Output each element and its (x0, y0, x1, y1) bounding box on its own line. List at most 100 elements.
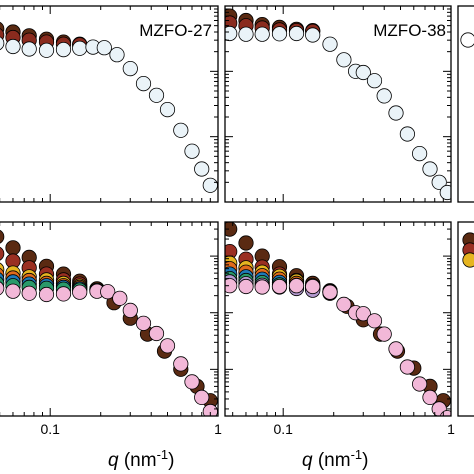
data-point (148, 87, 165, 103)
data-point (173, 122, 189, 138)
x-axis-close: ) (362, 450, 368, 471)
panel-label-mzfo-38: MZFO-38 (373, 21, 446, 40)
data-point (305, 278, 321, 295)
data-point (366, 73, 383, 89)
data-point (135, 315, 152, 331)
data-point (5, 283, 21, 299)
data-point (72, 40, 88, 56)
x-axis-exp: -1 (157, 447, 169, 462)
data-point (271, 26, 288, 42)
data-point (254, 26, 270, 42)
data-point (202, 177, 218, 193)
data-point (72, 284, 88, 300)
data-point (322, 284, 338, 300)
data-point (355, 64, 371, 81)
data-point (376, 88, 392, 104)
data-point (122, 60, 138, 77)
data-point (159, 102, 176, 118)
data-point (305, 27, 321, 43)
x-tick-label: 0.1 (273, 421, 293, 437)
data-point (399, 126, 415, 142)
data-point (225, 222, 238, 237)
panel-bottom-right: 0.1 1 (224, 221, 455, 437)
data-point (336, 296, 352, 312)
data-point (355, 306, 371, 322)
data-point (411, 146, 428, 162)
data-point (100, 284, 116, 300)
data-point (148, 325, 165, 342)
x-axis-unit: (nm (313, 450, 351, 471)
right-edge-frame-top (457, 5, 474, 203)
data-point (135, 76, 152, 92)
data-point (55, 286, 72, 302)
data-point (460, 32, 474, 48)
markers-bottom-middle (0, 229, 218, 416)
data-point (38, 286, 55, 303)
panel-top-right (224, 5, 452, 203)
data-point (184, 143, 200, 159)
data-point (431, 174, 447, 190)
data-point (194, 161, 210, 177)
data-point (322, 36, 338, 52)
x-tick-label: 0.1 (40, 421, 60, 437)
panel-top-middle (0, 5, 219, 203)
data-point (0, 229, 5, 244)
data-point (225, 25, 238, 42)
panel-frame (224, 5, 452, 203)
data-point (288, 25, 305, 42)
data-point (0, 36, 5, 51)
data-point (388, 105, 404, 121)
data-point (271, 278, 288, 295)
chart-panels: 0.1 1 0.1 1 (0, 5, 474, 437)
data-point (288, 278, 305, 294)
data-point (462, 252, 474, 268)
data-point (109, 47, 125, 63)
x-axis-label-right: q (nm-1) (302, 447, 368, 471)
x-axis-exp: -1 (351, 447, 363, 462)
data-point (159, 338, 176, 354)
data-point (5, 240, 21, 256)
panel-bottom-middle: 0.1 1 (0, 221, 222, 437)
data-point (336, 52, 352, 68)
data-point (238, 235, 254, 251)
data-point (376, 326, 392, 342)
data-point (0, 246, 5, 261)
data-point (184, 374, 200, 390)
data-point (225, 278, 238, 294)
data-point (55, 41, 72, 58)
x-axis-label-left: q (nm-1) (108, 447, 174, 471)
right-edge-frame-bottom (457, 221, 474, 417)
panel-label-mzfo-27: MZFO-27 (139, 21, 212, 40)
markers-top-right (225, 8, 451, 201)
data-point (422, 389, 438, 405)
panel-frame (224, 221, 452, 417)
x-axis-var: q (108, 450, 119, 471)
panel-frame (0, 5, 219, 203)
data-point (96, 40, 112, 56)
markers-bottom-right (225, 222, 451, 416)
data-point (21, 285, 37, 301)
x-tick-label: 1 (214, 421, 222, 437)
data-point (112, 290, 128, 306)
data-point (0, 281, 5, 296)
data-point (21, 41, 37, 57)
x-tick-label: 1 (447, 421, 455, 437)
data-point (366, 313, 383, 329)
data-point (122, 302, 138, 318)
panel-frame (0, 221, 219, 417)
data-point (38, 42, 55, 58)
data-point (173, 356, 189, 372)
data-point (399, 359, 415, 375)
data-point (5, 38, 21, 55)
data-point (238, 26, 254, 42)
data-point (194, 389, 210, 405)
data-point (238, 278, 254, 295)
data-point (254, 279, 270, 295)
x-axis-var: q (302, 450, 313, 471)
x-axis-close: ) (168, 450, 174, 471)
x-axis-unit: (nm (119, 450, 157, 471)
data-point (439, 184, 451, 201)
data-point (411, 376, 428, 392)
data-point (422, 161, 438, 177)
